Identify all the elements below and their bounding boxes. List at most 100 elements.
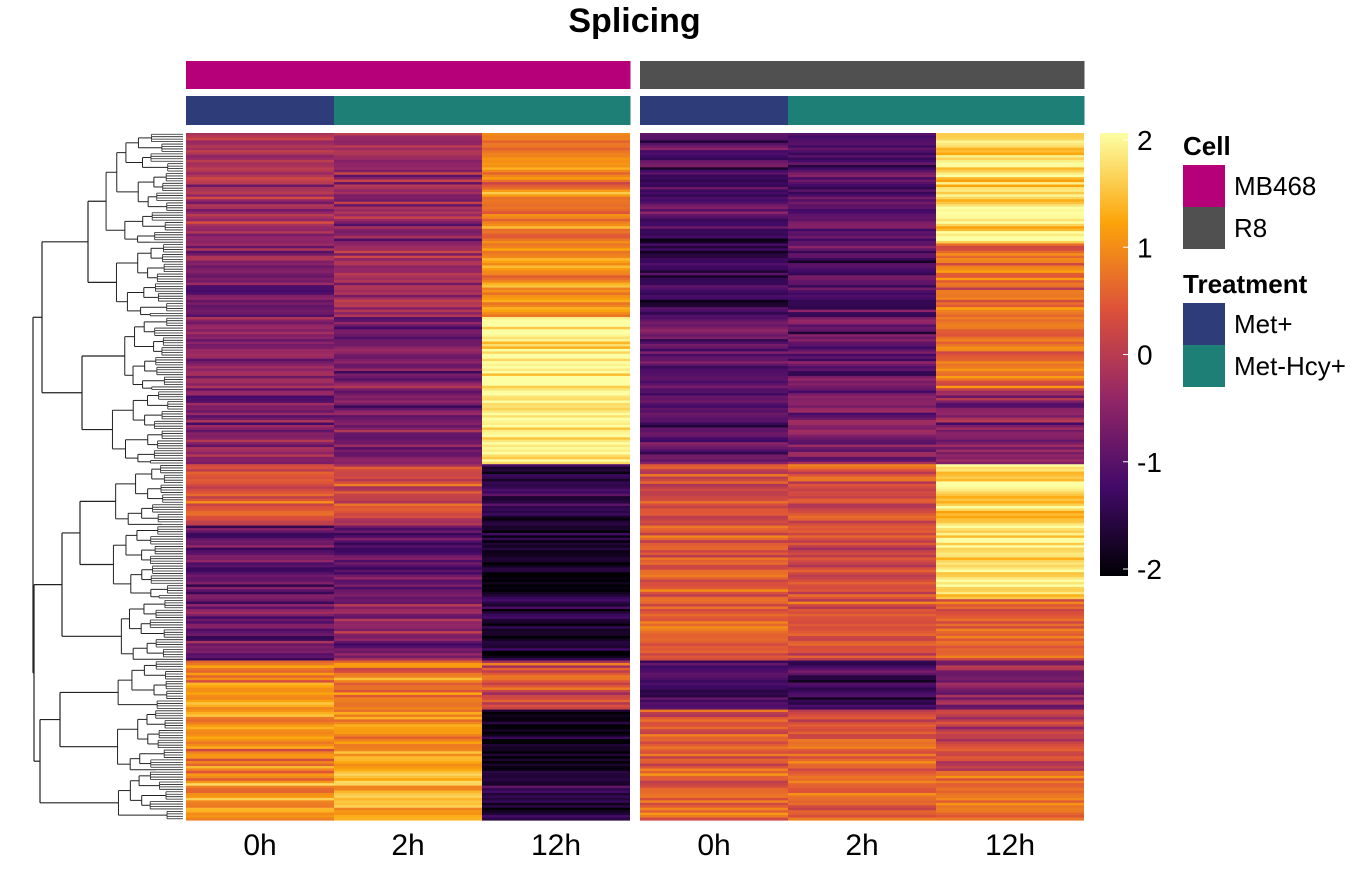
heatmap-cell — [186, 466, 334, 470]
heatmap-cell — [788, 525, 936, 529]
heatmap-cell — [788, 724, 936, 728]
heatmap-cell — [334, 378, 482, 382]
heatmap-cell — [788, 464, 936, 468]
heatmap-cell — [936, 687, 1084, 691]
heatmap-cell — [936, 378, 1084, 382]
heatmap-cell — [334, 356, 482, 360]
heatmap-cell — [186, 447, 334, 451]
heatmap-cell — [936, 582, 1084, 586]
heatmap-cell — [186, 285, 334, 289]
heatmap-cell — [186, 721, 334, 725]
heatmap-cell — [936, 267, 1084, 271]
heatmap-cell — [482, 164, 630, 168]
heatmap-cell — [640, 344, 788, 348]
heatmap-cell — [334, 577, 482, 581]
heatmap-cell — [186, 368, 334, 372]
heatmap-cell — [482, 395, 630, 399]
heatmap-cell — [788, 672, 936, 676]
heatmap-cell — [936, 802, 1084, 806]
heatmap-cell — [186, 631, 334, 635]
heatmap-cell — [936, 299, 1084, 303]
heatmap-cell — [334, 770, 482, 774]
heatmap-cell — [186, 444, 334, 448]
heatmap-cell — [186, 454, 334, 458]
heatmap-cell — [640, 807, 788, 811]
heatmap-cell — [640, 736, 788, 740]
heatmap-cell — [334, 572, 482, 576]
heatmap-cell — [788, 351, 936, 355]
heatmap-cell — [936, 778, 1084, 782]
heatmap-cell — [936, 216, 1084, 220]
color-scale-tick-label: -2 — [1137, 554, 1162, 585]
heatmap-cell — [482, 783, 630, 787]
heatmap-cell — [334, 390, 482, 394]
heatmap-cell — [788, 800, 936, 804]
heatmap-cell — [640, 591, 788, 595]
heatmap-cell — [334, 780, 482, 784]
heatmap-cell — [640, 385, 788, 389]
heatmap-cell — [186, 179, 334, 183]
heatmap-cell — [788, 623, 936, 627]
heatmap-cell — [334, 133, 482, 137]
heatmap-cell — [936, 793, 1084, 797]
heatmap-cell — [482, 162, 630, 166]
heatmap-cell — [788, 694, 936, 698]
heatmap-cell — [936, 302, 1084, 306]
heatmap-cell — [186, 378, 334, 382]
heatmap-cell — [482, 267, 630, 271]
heatmap-cell — [482, 810, 630, 814]
heatmap-cell — [788, 795, 936, 799]
heatmap-cell — [334, 344, 482, 348]
heatmap-cell — [186, 152, 334, 156]
heatmap-cell — [482, 724, 630, 728]
heatmap-cell — [186, 802, 334, 806]
heatmap-cell — [788, 596, 936, 600]
heatmap-cell — [482, 429, 630, 433]
heatmap-cell — [640, 488, 788, 492]
heatmap-cell — [788, 662, 936, 667]
heatmap-cell — [334, 815, 482, 819]
heatmap-cell — [640, 213, 788, 218]
heatmap-cell — [788, 204, 936, 208]
heatmap-cell — [788, 285, 936, 289]
heatmap-cell — [640, 353, 788, 357]
heatmap-cell — [936, 790, 1084, 794]
heatmap-cell — [334, 155, 482, 159]
heatmap-cell — [788, 164, 936, 168]
heatmap-cell — [640, 643, 788, 647]
heatmap-cell — [936, 420, 1084, 424]
heatmap-cell — [186, 756, 334, 760]
heatmap-cell — [482, 177, 630, 181]
heatmap-cell — [334, 447, 482, 451]
heatmap-cell — [186, 363, 334, 367]
heatmap-cell — [640, 270, 788, 274]
heatmap-cell — [482, 155, 630, 159]
heatmap-cell — [640, 201, 788, 205]
heatmap-cell — [936, 667, 1084, 671]
legend-swatch — [1183, 207, 1225, 249]
heatmap-cell — [640, 469, 788, 473]
heatmap-cell — [334, 400, 482, 404]
heatmap-cell — [334, 564, 482, 568]
heatmap-cell — [186, 361, 334, 365]
heatmap-cell — [482, 599, 630, 603]
heatmap-cell — [788, 388, 936, 392]
heatmap-cell — [186, 800, 334, 804]
heatmap-cell — [482, 469, 630, 473]
heatmap-cell — [482, 800, 630, 804]
heatmap-cell — [482, 756, 630, 760]
heatmap-cell — [334, 510, 482, 514]
column-label: 12h — [985, 829, 1035, 862]
heatmap-cell — [936, 815, 1084, 819]
heatmap-cell — [482, 417, 630, 421]
heatmap-cell — [334, 707, 482, 711]
heatmap-cell — [788, 542, 936, 546]
heatmap-cell — [334, 606, 482, 610]
heatmap-cell — [334, 699, 482, 703]
heatmap-cell — [936, 159, 1084, 164]
heatmap-cell — [482, 802, 630, 806]
heatmap-cell — [640, 368, 788, 372]
legend-label: Met-Hcy+ — [1234, 351, 1346, 381]
heatmap-cell — [482, 258, 630, 262]
